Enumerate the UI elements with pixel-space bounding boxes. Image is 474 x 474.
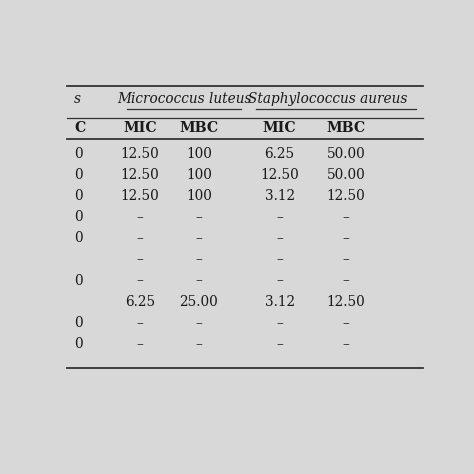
Text: MIC: MIC (263, 121, 296, 135)
Text: 12.50: 12.50 (121, 189, 159, 203)
Text: –: – (276, 210, 283, 224)
Text: –: – (276, 253, 283, 266)
Text: –: – (137, 316, 144, 330)
Text: –: – (342, 210, 349, 224)
Text: –: – (195, 316, 202, 330)
Text: –: – (195, 210, 202, 224)
Text: 12.50: 12.50 (327, 295, 365, 309)
Text: 100: 100 (186, 146, 212, 161)
Text: 25.00: 25.00 (180, 295, 218, 309)
Text: –: – (276, 316, 283, 330)
Text: –: – (137, 337, 144, 351)
Text: 12.50: 12.50 (121, 146, 159, 161)
Text: 12.50: 12.50 (327, 189, 365, 203)
Text: s: s (74, 92, 81, 106)
Text: MBC: MBC (179, 121, 219, 135)
Text: –: – (342, 337, 349, 351)
Text: –: – (195, 273, 202, 288)
Text: –: – (137, 231, 144, 245)
Text: –: – (137, 253, 144, 266)
Text: 0: 0 (74, 189, 82, 203)
Text: 12.50: 12.50 (121, 168, 159, 182)
Text: MBC: MBC (326, 121, 365, 135)
Text: –: – (276, 337, 283, 351)
Text: 0: 0 (74, 168, 82, 182)
Text: –: – (137, 273, 144, 288)
Text: –: – (342, 253, 349, 266)
Text: 0: 0 (74, 316, 82, 330)
Text: –: – (342, 316, 349, 330)
Text: 0: 0 (74, 273, 82, 288)
Text: 100: 100 (186, 168, 212, 182)
Text: Micrococcus luteus: Micrococcus luteus (117, 92, 251, 106)
Text: Staphylococcus aureus: Staphylococcus aureus (248, 92, 407, 106)
Text: –: – (342, 231, 349, 245)
Text: 6.25: 6.25 (125, 295, 155, 309)
Text: MIC: MIC (123, 121, 157, 135)
Text: 0: 0 (74, 231, 82, 245)
Text: 50.00: 50.00 (327, 168, 365, 182)
Text: 6.25: 6.25 (264, 146, 295, 161)
Text: 12.50: 12.50 (260, 168, 299, 182)
Text: 3.12: 3.12 (264, 189, 295, 203)
Text: –: – (137, 210, 144, 224)
Text: –: – (342, 273, 349, 288)
Text: 0: 0 (74, 337, 82, 351)
Text: 0: 0 (74, 210, 82, 224)
Text: 0: 0 (74, 146, 82, 161)
Text: 100: 100 (186, 189, 212, 203)
Text: –: – (195, 231, 202, 245)
Text: –: – (195, 253, 202, 266)
Text: 3.12: 3.12 (264, 295, 295, 309)
Text: –: – (195, 337, 202, 351)
Text: 50.00: 50.00 (327, 146, 365, 161)
Text: C: C (74, 121, 85, 135)
Text: –: – (276, 231, 283, 245)
Text: –: – (276, 273, 283, 288)
